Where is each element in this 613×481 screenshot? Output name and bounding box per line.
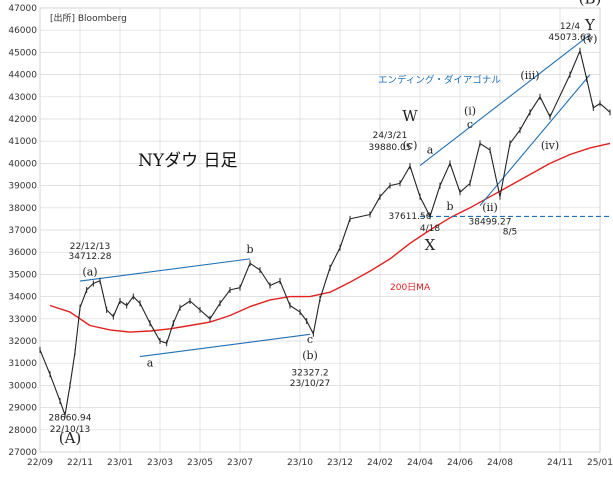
wave-label: c	[307, 333, 313, 346]
y-tick-label: 36000	[8, 248, 37, 258]
price-series-path	[39, 50, 611, 416]
trendline	[139, 333, 311, 358]
wave-label: (iii)	[520, 69, 539, 82]
ma-series-path	[49, 142, 611, 333]
wave-label: 45073.63	[549, 33, 592, 43]
wave-label: (ii)	[482, 201, 498, 214]
wave-label: (b)	[302, 349, 318, 362]
y-tick-label: 30000	[8, 381, 37, 391]
wave-label: 22/10/13	[50, 425, 90, 435]
y-tick-label: 28000	[8, 426, 37, 436]
wave-label: 32327.2	[291, 368, 328, 378]
ma-200-line	[49, 142, 611, 333]
wave-label: 34712.28	[69, 252, 112, 262]
trendlines	[79, 34, 610, 358]
y-tick-label: 33000	[8, 315, 37, 325]
x-tick-label: 22/11	[67, 458, 93, 468]
trendline	[479, 74, 591, 206]
x-tick-label: 24/02	[367, 458, 393, 468]
x-tick-label: 23/07	[227, 458, 253, 468]
wave-label: 28660.94	[49, 413, 92, 423]
y-tick-label: 29000	[8, 404, 37, 414]
x-tick-label: 23/01	[107, 458, 133, 468]
trendline	[79, 258, 251, 282]
wave-label: 8/5	[503, 227, 517, 237]
x-tick-label: 24/04	[407, 458, 433, 468]
x-axis: 22/09 22/11 23/01 23/03 23/05 23/07 23/10 23/12…	[27, 458, 613, 468]
wave-label: (v)	[583, 32, 598, 45]
wave-label: 23/10/27	[290, 379, 330, 389]
wave-label: (B)	[579, 0, 602, 8]
y-tick-label: 32000	[8, 337, 37, 347]
y-tick-label: 42000	[8, 115, 37, 125]
wave-label: 12/4	[560, 22, 580, 32]
y-tick-label: 46000	[8, 26, 37, 36]
x-tick-label: 22/09	[27, 458, 53, 468]
y-tick-label: 39000	[8, 182, 37, 192]
wave-label: b	[246, 243, 253, 256]
y-tick-label: 38000	[8, 204, 37, 214]
y-tick-label: 37000	[8, 226, 37, 236]
x-tick-label: 24/06	[447, 458, 473, 468]
wave-label: 39880.05	[369, 143, 412, 153]
y-tick-label: 43000	[8, 93, 37, 103]
x-tick-label: 25/01	[587, 458, 613, 468]
y-tick-label: 44000	[8, 71, 37, 81]
x-tick-label: 24/11	[547, 458, 573, 468]
x-tick-label: 23/12	[327, 458, 353, 468]
y-tick-label: 31000	[8, 359, 37, 369]
wave-label: 24/3/21	[373, 131, 408, 141]
wave-label: (a)	[82, 266, 97, 279]
source-label: [出所] Bloomberg	[50, 12, 127, 24]
wave-label: X	[425, 236, 436, 254]
chart-title: NYダウ 日足	[138, 151, 238, 171]
wave-label: a	[427, 143, 434, 156]
y-tick-label: 35000	[8, 270, 37, 280]
wave-label: b	[446, 200, 453, 213]
wave-label: W	[402, 107, 418, 125]
wave-label: 37611.56	[389, 212, 432, 222]
wave-label: 38499.27	[469, 217, 512, 227]
x-tick-label: 24/08	[487, 458, 513, 468]
wave-label: (A)	[59, 429, 82, 447]
y-tick-label: 45000	[8, 48, 37, 58]
y-axis: 27000 28000 29000 30000 31000 32000 33000 34000…	[8, 4, 37, 458]
diagonal-label: エンディング・ダイアゴナル	[378, 74, 501, 86]
wave-label: (iv)	[541, 139, 559, 152]
wave-label: (c)	[403, 139, 418, 152]
y-tick-label: 41000	[8, 137, 37, 147]
wave-label: c	[467, 118, 473, 131]
x-tick-label: 23/05	[187, 458, 213, 468]
y-tick-label: 47000	[8, 4, 37, 14]
x-tick-label: 23/03	[147, 458, 173, 468]
y-tick-label: 27000	[8, 448, 37, 458]
wave-label: 4/18	[420, 224, 440, 234]
wave-label: a	[147, 357, 154, 370]
wave-label: 22/12/13	[70, 242, 110, 252]
y-tick-label: 34000	[8, 293, 37, 303]
trendline	[419, 34, 591, 167]
y-tick-label: 40000	[8, 159, 37, 169]
wave-label: Y	[584, 16, 596, 34]
wave-label: (i)	[464, 105, 476, 118]
ma-label: 200日MA	[390, 282, 431, 293]
x-tick-label: 23/10	[287, 458, 313, 468]
price-line	[39, 47, 611, 419]
